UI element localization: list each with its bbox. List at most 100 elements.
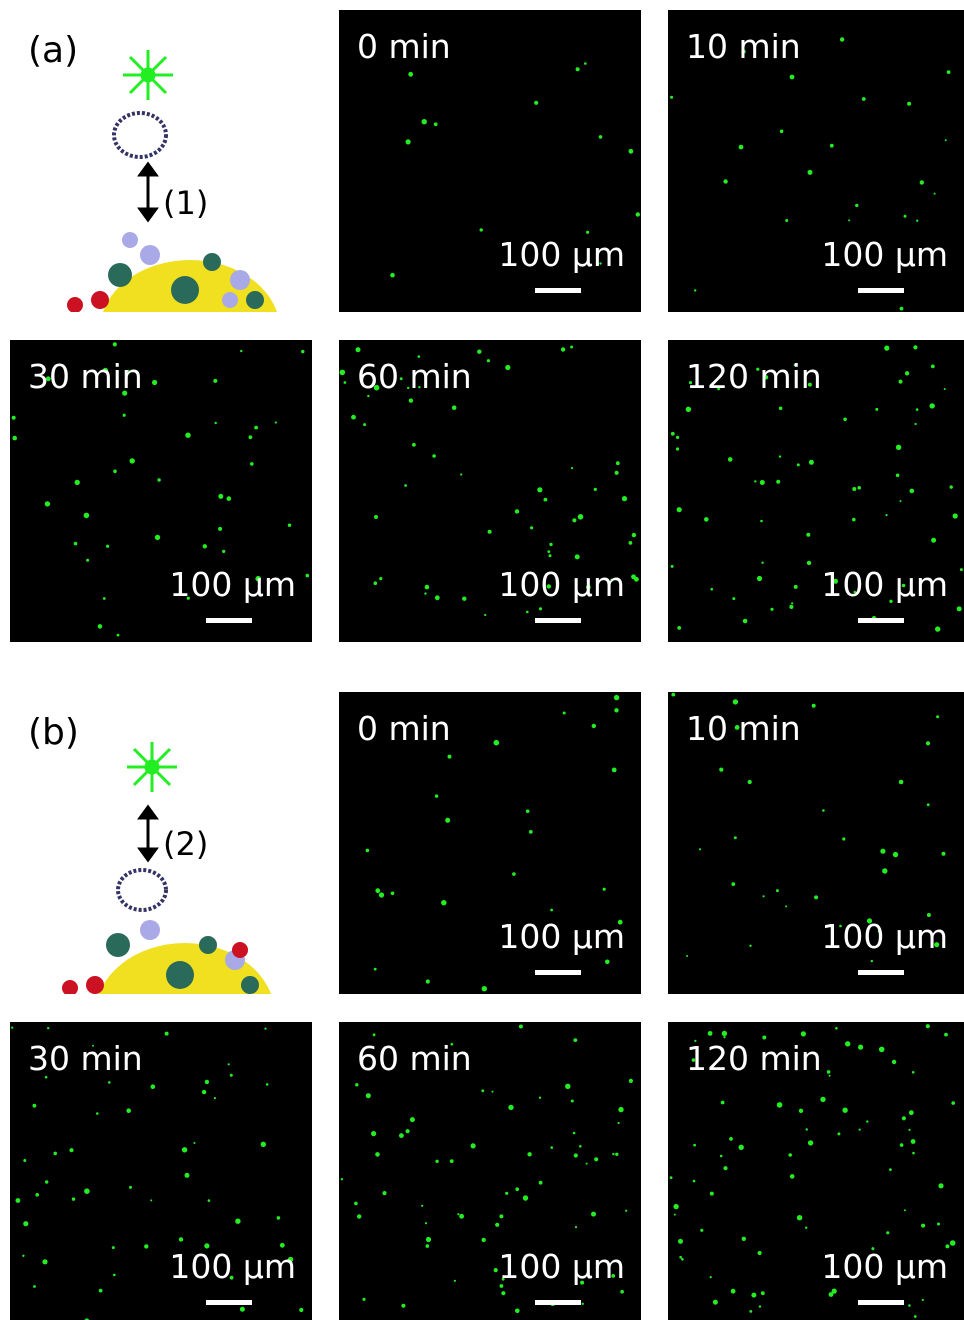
fluorescent-spot [777, 1102, 783, 1108]
fluorescent-spot [410, 1117, 415, 1122]
fluorescent-spot [108, 1081, 111, 1084]
fluorescent-spot [106, 545, 109, 548]
fluorescent-spot [375, 888, 380, 893]
fluorescent-spot [550, 909, 553, 912]
fluorescent-spot [129, 1186, 132, 1189]
fluorescent-spot [812, 704, 816, 708]
fluorescent-spot [570, 346, 573, 349]
fluorescent-spot [185, 1173, 190, 1178]
aptamer [114, 113, 166, 157]
fluorescent-spot [459, 1214, 464, 1219]
fluorescent-spot [930, 403, 935, 408]
fluorescent-spot [614, 708, 618, 712]
fluorescent-spot [700, 1229, 703, 1232]
fluorescent-spot [505, 1192, 508, 1195]
fluorescent-spot [373, 1033, 376, 1036]
fluorescent-spot [899, 380, 903, 384]
scale-bar [858, 288, 904, 293]
fluorescent-spot [152, 380, 157, 385]
fluorescent-spot [530, 526, 533, 529]
fluorescent-spot [822, 809, 825, 812]
fluorescent-spot [859, 1129, 861, 1131]
fluorescent-spot [515, 1187, 519, 1191]
fluorescent-spot [806, 533, 810, 537]
fluorescent-spot [723, 1036, 725, 1038]
fluorescent-spot [527, 1152, 531, 1156]
fluorescent-spot [406, 1129, 410, 1133]
fluorescent-spot [499, 1214, 503, 1218]
fluorescent-spot [150, 1199, 152, 1201]
fluorescent-spot [862, 97, 866, 101]
fluorescent-spot [575, 1226, 577, 1228]
scale-bar [535, 288, 581, 293]
fluorescent-spot [699, 848, 701, 850]
fluorescent-spot [845, 1041, 850, 1046]
fluorescent-spot [408, 72, 413, 77]
fluorescent-spot [123, 414, 126, 417]
fluorescent-spot [704, 517, 709, 522]
scale-bar [535, 970, 581, 975]
fluorescent-spot [33, 1104, 37, 1108]
fluorescent-spot [743, 619, 748, 624]
fluorescent-spot [926, 1024, 930, 1028]
fluorescent-spot [673, 1204, 678, 1209]
fluorescent-spot [586, 231, 589, 234]
fluorescent-spot [351, 415, 356, 420]
fluorescent-spot [539, 1097, 541, 1099]
fluorescent-spot [899, 780, 904, 785]
fluorescent-spot [843, 418, 847, 422]
scale-bar [535, 618, 581, 623]
fluorescent-spot [720, 1155, 723, 1158]
fluorescent-spot [450, 1159, 454, 1163]
fluorescent-spot [155, 535, 160, 540]
fluorescent-spot [390, 273, 395, 278]
fluorescent-spot [227, 496, 232, 501]
fluorescent-spot [732, 597, 735, 600]
fluorescent-spot [880, 849, 885, 854]
fluorescent-spot [482, 1238, 486, 1242]
fluorescent-spot [235, 1219, 240, 1224]
aptamer [118, 870, 166, 910]
fluorescent-spot [670, 1176, 673, 1179]
fluorescent-spot [425, 1222, 427, 1224]
fluorescent-spot [344, 381, 347, 384]
fluorescent-spot [354, 1202, 358, 1206]
fluorescent-spot [549, 554, 552, 557]
fluorescent-spot [909, 1110, 914, 1115]
panel-label: (a) [28, 30, 78, 71]
fluorescent-spot [842, 1108, 847, 1113]
fluorescent-spot [763, 895, 765, 897]
fluorescent-spot [582, 1303, 584, 1305]
fluorescent-spot [728, 457, 733, 462]
time-label: 60 min [357, 357, 472, 396]
fluorescent-spot [586, 1163, 588, 1165]
fluorescent-spot [893, 852, 898, 857]
fluorescent-spot [676, 436, 679, 439]
fluorescent-spot [886, 1231, 889, 1234]
fluorescent-spot [592, 724, 596, 728]
fluorescent-spot [629, 1079, 633, 1083]
fluorescent-spot [435, 1160, 438, 1163]
fluorescent-spot [434, 122, 438, 126]
micrograph: 60 min100 µm [339, 1022, 641, 1320]
fluorescent-spot [931, 538, 936, 543]
fluorescent-spot [277, 1216, 281, 1220]
fluorescent-spot [889, 1168, 892, 1171]
fluorescent-spot [820, 1097, 825, 1102]
fluorescent-spot [454, 1280, 456, 1282]
fluorescent-spot [103, 597, 106, 600]
fluorescent-spot [374, 515, 378, 519]
fluorescent-spot [519, 1025, 523, 1029]
fluorescent-spot [758, 1251, 762, 1255]
fluorescent-spot [539, 1181, 543, 1185]
fluorescent-spot [99, 1289, 103, 1293]
fluorescent-spot [723, 179, 727, 183]
figure: (a) (1) (b) [0, 0, 964, 1320]
fluorescent-spot [448, 755, 452, 759]
fluorescent-spot [914, 1315, 917, 1318]
fluorescent-spot [950, 1240, 956, 1246]
fluorescent-spot [892, 1060, 896, 1064]
fluorescent-spot [549, 543, 552, 546]
fluorescent-spot [936, 715, 939, 718]
fluorescent-spot [505, 365, 510, 370]
